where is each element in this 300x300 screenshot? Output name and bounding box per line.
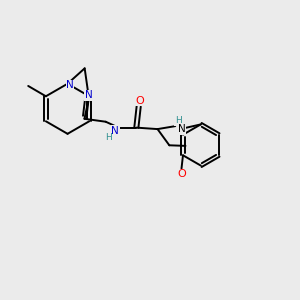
Text: N: N xyxy=(85,90,92,100)
Text: H: H xyxy=(175,116,181,125)
Text: N: N xyxy=(178,124,186,134)
Text: O: O xyxy=(177,169,186,179)
Text: N: N xyxy=(66,80,74,90)
Text: H: H xyxy=(105,133,112,142)
Text: N: N xyxy=(111,126,119,136)
Text: O: O xyxy=(135,95,144,106)
